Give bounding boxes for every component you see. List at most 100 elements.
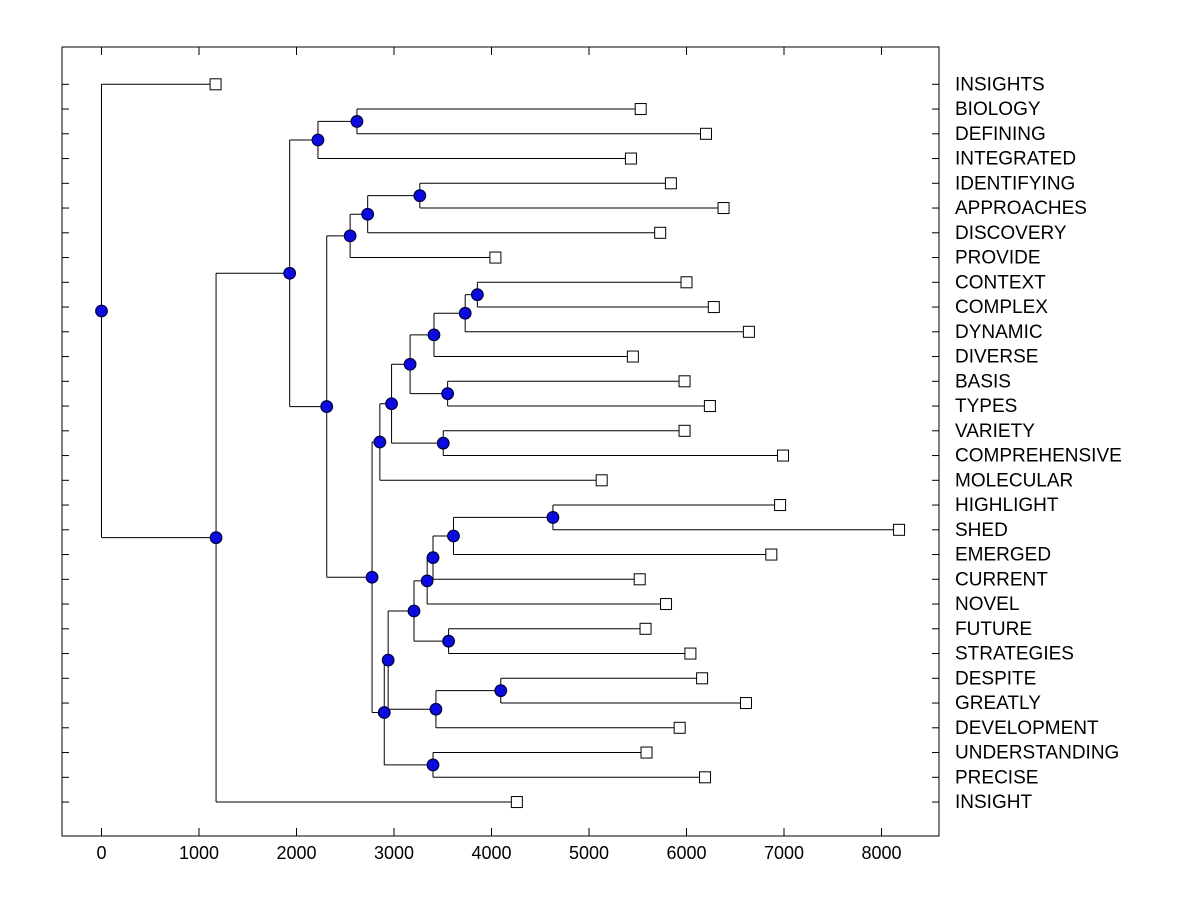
leaf-square: [664, 177, 677, 190]
leaf-square: [684, 647, 697, 660]
leaf-label: UNDERSTANDING: [955, 743, 1119, 764]
leaf-square: [510, 796, 523, 809]
leaf-label: SHED: [955, 520, 1008, 541]
internal-node-dot: [209, 531, 223, 545]
internal-node-dot: [494, 684, 508, 698]
leaf-square: [696, 672, 709, 685]
leaf-label: CURRENT: [955, 569, 1048, 590]
leaf-square: [717, 202, 730, 215]
leaf-label: HIGHLIGHT: [955, 495, 1059, 516]
leaf-square: [673, 721, 686, 734]
internal-node-dot: [442, 634, 456, 648]
internal-node-dot: [377, 706, 391, 719]
internal-node-dot: [470, 288, 484, 302]
leaf-square: [777, 449, 790, 462]
internal-node-dot: [407, 604, 421, 618]
leaf-label: PRECISE: [955, 767, 1038, 788]
leaf-label: EMERGED: [955, 545, 1051, 566]
internal-node-dot: [343, 229, 357, 243]
leaf-label: MOLECULAR: [955, 470, 1073, 491]
leaf-square: [624, 152, 637, 165]
leaf-label: DISCOVERY: [955, 223, 1067, 244]
leaf-label: STRATEGIES: [955, 644, 1074, 665]
leaf-label: CONTEXT: [955, 272, 1046, 293]
leaf-label: DYNAMIC: [955, 322, 1043, 343]
internal-node-dot: [381, 653, 395, 667]
leaf-label: IDENTIFYING: [955, 173, 1075, 194]
leaf-label: DEFINING: [955, 124, 1046, 145]
leaf-label: BASIS: [955, 371, 1011, 392]
leaf-label: INSIGHTS: [955, 74, 1045, 95]
leaf-label: FUTURE: [955, 619, 1032, 640]
leaf-square: [489, 251, 502, 264]
leaf-square: [774, 499, 787, 512]
leaf-label: PROVIDE: [955, 248, 1041, 269]
leaf-label: BIOLOGY: [955, 99, 1041, 120]
leaf-label: VARIETY: [955, 421, 1035, 442]
x-tick-label: 1000: [179, 843, 219, 863]
internal-node-dot: [361, 207, 375, 221]
internal-node-dot: [426, 551, 440, 565]
leaf-square: [639, 622, 652, 635]
x-tick-label: 2000: [276, 843, 316, 863]
x-tick-label: 3000: [374, 843, 414, 863]
internal-node-dot: [436, 436, 450, 450]
leaf-square: [742, 325, 755, 338]
internal-node-dot: [429, 702, 443, 716]
leaf-square: [678, 424, 691, 437]
leaf-square: [634, 103, 647, 116]
leaf-label: DEVELOPMENT: [955, 718, 1099, 739]
internal-node-dot: [95, 304, 108, 318]
leaf-square: [633, 573, 646, 586]
internal-node-dot: [546, 511, 560, 524]
leaf-square: [680, 276, 693, 289]
leaf-label: TYPES: [955, 396, 1017, 417]
leaf-square: [699, 771, 712, 784]
internal-node-dot: [373, 435, 387, 449]
leaf-label: GREATLY: [955, 693, 1041, 714]
leaf-square: [626, 350, 639, 363]
internal-node-dot: [403, 357, 417, 371]
internal-node-dot: [385, 397, 398, 411]
leaf-label: DIVERSE: [955, 347, 1038, 368]
x-tick-label: 8000: [861, 843, 901, 863]
leaf-square: [707, 301, 720, 314]
x-tick-label: 0: [96, 843, 106, 863]
leaf-square: [209, 78, 222, 91]
leaf-square: [595, 474, 608, 487]
internal-node-dot: [447, 529, 460, 543]
leaf-label: COMPREHENSIVE: [955, 446, 1122, 467]
leaf-label: INSIGHT: [955, 792, 1032, 813]
leaf-square: [660, 598, 673, 611]
leaf-label: APPROACHES: [955, 198, 1087, 219]
internal-node-dot: [413, 189, 427, 203]
leaf-square: [654, 226, 667, 239]
leaf-square: [893, 523, 906, 536]
leaf-square: [700, 127, 712, 140]
x-tick-label: 6000: [666, 843, 706, 863]
internal-node-dot: [427, 328, 441, 342]
internal-node-dot: [426, 758, 440, 772]
internal-node-dot: [365, 570, 379, 584]
leaf-square: [678, 375, 691, 388]
leaf-label: DESPITE: [955, 668, 1036, 689]
internal-node-dot: [311, 133, 325, 147]
leaf-square: [640, 746, 653, 759]
internal-node-dot: [441, 387, 455, 401]
leaf-label: COMPLEX: [955, 297, 1048, 318]
leaf-square: [739, 697, 752, 710]
leaf-label: INTEGRATED: [955, 149, 1076, 170]
internal-node-dot: [283, 266, 297, 280]
plot-box: [61, 46, 940, 837]
internal-node-dot: [420, 574, 434, 588]
leaf-square: [765, 548, 778, 561]
leaf-label: NOVEL: [955, 594, 1019, 615]
x-tick-label: 5000: [569, 843, 609, 863]
x-tick-label: 7000: [764, 843, 804, 863]
internal-node-dot: [320, 400, 334, 413]
internal-node-dot: [350, 115, 364, 128]
leaf-square: [703, 400, 716, 413]
